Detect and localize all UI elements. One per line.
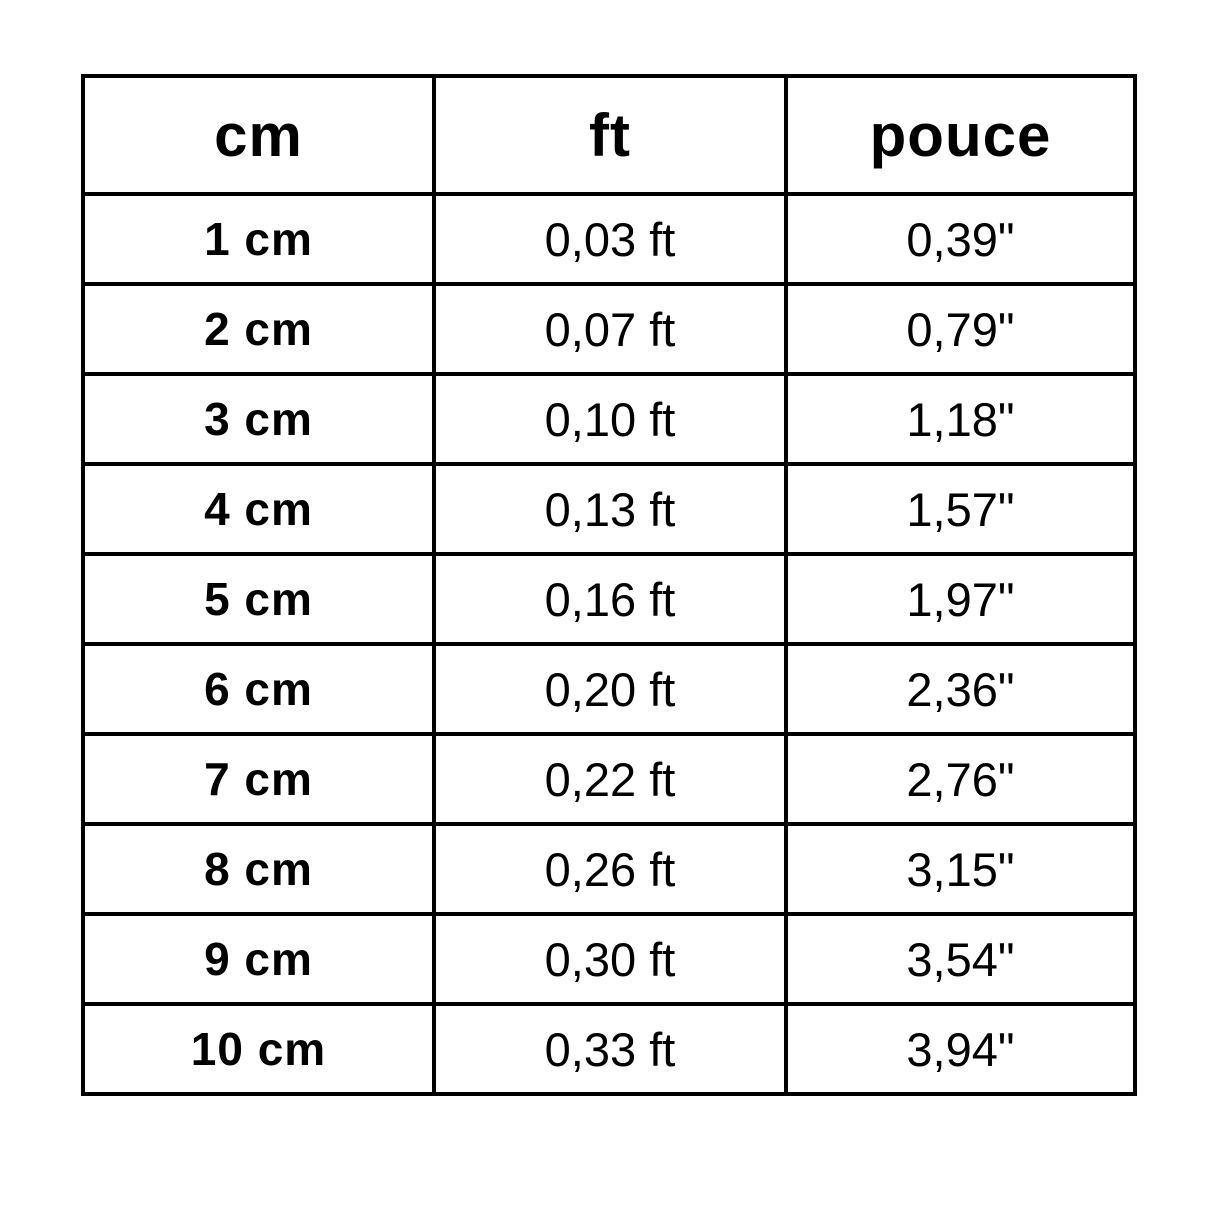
header-cell-cm: cm — [81, 74, 436, 196]
table-row: 7 cm 0,22 ft 2,76" — [81, 732, 1137, 826]
cell-cm: 10 cm — [81, 1002, 436, 1096]
cell-ft: 0,30 ft — [432, 912, 788, 1006]
cell-cm: 5 cm — [81, 552, 436, 646]
conversion-table-container: cm ft pouce 1 cm 0,03 ft 0,39" 2 cm 0,07… — [81, 74, 1137, 1096]
table-row: 5 cm 0,16 ft 1,97" — [81, 552, 1137, 646]
cell-pouce: 3,94" — [784, 1002, 1137, 1096]
cell-ft: 0,20 ft — [432, 642, 788, 736]
table-row: 3 cm 0,10 ft 1,18" — [81, 372, 1137, 466]
table-row: 4 cm 0,13 ft 1,57" — [81, 462, 1137, 556]
table-row: 8 cm 0,26 ft 3,15" — [81, 822, 1137, 916]
table-row: 1 cm 0,03 ft 0,39" — [81, 192, 1137, 286]
cell-ft: 0,26 ft — [432, 822, 788, 916]
cell-ft: 0,33 ft — [432, 1002, 788, 1096]
header-cell-pouce: pouce — [784, 74, 1137, 196]
cell-pouce: 2,36" — [784, 642, 1137, 736]
cm-ft-pouce-conversion-table: cm ft pouce 1 cm 0,03 ft 0,39" 2 cm 0,07… — [81, 74, 1137, 1096]
cell-cm: 2 cm — [81, 282, 436, 376]
cell-cm: 1 cm — [81, 192, 436, 286]
header-row: cm ft pouce — [81, 74, 1137, 196]
cell-ft: 0,03 ft — [432, 192, 788, 286]
cell-cm: 7 cm — [81, 732, 436, 826]
cell-cm: 9 cm — [81, 912, 436, 1006]
cell-cm: 6 cm — [81, 642, 436, 736]
cell-ft: 0,13 ft — [432, 462, 788, 556]
cell-pouce: 2,76" — [784, 732, 1137, 826]
cell-pouce: 3,15" — [784, 822, 1137, 916]
cell-cm: 4 cm — [81, 462, 436, 556]
table-row: 10 cm 0,33 ft 3,94" — [81, 1002, 1137, 1096]
table-row: 2 cm 0,07 ft 0,79" — [81, 282, 1137, 376]
cell-ft: 0,16 ft — [432, 552, 788, 646]
cell-pouce: 1,57" — [784, 462, 1137, 556]
cell-ft: 0,22 ft — [432, 732, 788, 826]
cell-pouce: 0,39" — [784, 192, 1137, 286]
cell-cm: 8 cm — [81, 822, 436, 916]
cell-pouce: 3,54" — [784, 912, 1137, 1006]
cell-pouce: 0,79" — [784, 282, 1137, 376]
cell-cm: 3 cm — [81, 372, 436, 466]
table-row: 6 cm 0,20 ft 2,36" — [81, 642, 1137, 736]
header-cell-ft: ft — [432, 74, 788, 196]
cell-pouce: 1,18" — [784, 372, 1137, 466]
cell-pouce: 1,97" — [784, 552, 1137, 646]
table-row: 9 cm 0,30 ft 3,54" — [81, 912, 1137, 1006]
cell-ft: 0,10 ft — [432, 372, 788, 466]
cell-ft: 0,07 ft — [432, 282, 788, 376]
